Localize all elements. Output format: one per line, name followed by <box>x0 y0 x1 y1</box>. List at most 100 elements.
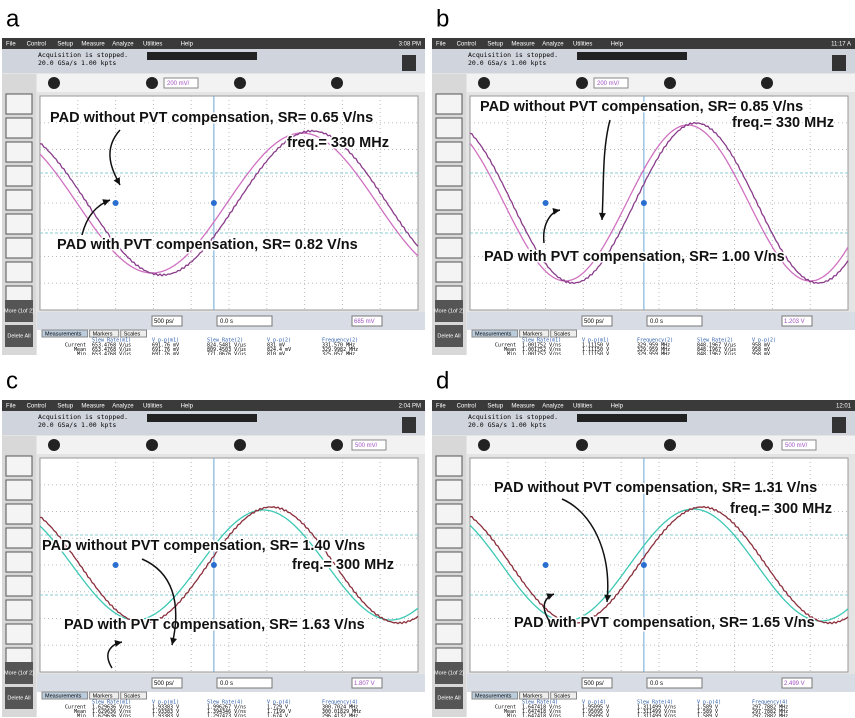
menu-item[interactable]: Measure <box>511 404 535 410</box>
tool-button[interactable] <box>436 576 462 596</box>
channel-button[interactable] <box>331 77 343 89</box>
channel-button[interactable] <box>478 77 490 89</box>
channel-button[interactable] <box>234 439 246 451</box>
menu-item[interactable]: File <box>6 404 16 410</box>
menu-item[interactable]: Utilities <box>573 42 592 48</box>
menu-item[interactable]: Analyze <box>112 42 134 48</box>
channel-button[interactable] <box>576 77 588 89</box>
tool-button[interactable] <box>436 600 462 620</box>
tool-button[interactable] <box>6 504 32 524</box>
cell: 958 mV <box>752 352 770 358</box>
menu-item[interactable]: Analyze <box>112 404 134 410</box>
status-line: 20.0 GSa/s 1.00 kpts <box>468 421 546 429</box>
tool-button[interactable] <box>6 190 32 210</box>
channel-button[interactable] <box>234 77 246 89</box>
tool-button[interactable] <box>436 504 462 524</box>
tool-button[interactable] <box>436 94 462 114</box>
channel-button[interactable] <box>48 439 60 451</box>
tool-button[interactable] <box>436 262 462 282</box>
menu-item[interactable]: File <box>436 404 446 410</box>
tool-button[interactable] <box>436 456 462 476</box>
stop-button[interactable] <box>832 417 846 433</box>
channel-button[interactable] <box>146 439 158 451</box>
tab-label: Measurements <box>475 693 512 699</box>
clock: 11:17 A <box>831 42 851 48</box>
channel-button[interactable] <box>664 77 676 89</box>
tool-button[interactable] <box>6 142 32 162</box>
menu-item[interactable]: Setup <box>487 42 503 48</box>
menu-item[interactable]: Measure <box>81 404 105 410</box>
tool-button[interactable] <box>6 624 32 644</box>
menu-item[interactable]: Help <box>611 42 624 48</box>
cell: 653.4768 V/μs <box>92 352 131 358</box>
stop-button[interactable] <box>402 55 416 71</box>
tool-button[interactable] <box>436 480 462 500</box>
channel-button[interactable] <box>664 439 676 451</box>
annotation-with: PAD with PVT compensation, SR= 1.00 V/ns <box>484 249 785 265</box>
menu-item[interactable]: Utilities <box>143 42 162 48</box>
tool-button[interactable] <box>436 166 462 186</box>
tool-button[interactable] <box>436 624 462 644</box>
tool-button[interactable] <box>436 214 462 234</box>
channel-button[interactable] <box>576 439 588 451</box>
tool-button[interactable] <box>436 238 462 258</box>
menu-item[interactable]: Control <box>457 42 476 48</box>
channel-button[interactable] <box>146 77 158 89</box>
tool-button[interactable] <box>6 262 32 282</box>
menu-item[interactable]: Analyze <box>542 404 564 410</box>
channel-button[interactable] <box>761 439 773 451</box>
channel-button[interactable] <box>48 77 60 89</box>
delay: 0.0 s <box>650 319 663 325</box>
channel-button[interactable] <box>761 77 773 89</box>
menu-item[interactable]: File <box>6 42 16 48</box>
annotation-with: PAD with PVT compensation, SR= 1.63 V/ns <box>64 617 365 633</box>
tool-button[interactable] <box>436 552 462 572</box>
tool-button[interactable] <box>6 552 32 572</box>
annotation-freq: freq.= 300 MHz <box>292 557 394 573</box>
menu-item[interactable]: Help <box>181 42 194 48</box>
menu-item[interactable]: Control <box>27 404 46 410</box>
tool-button[interactable] <box>6 214 32 234</box>
menu-item[interactable]: Help <box>611 404 624 410</box>
clock: 2:04 PM <box>399 404 421 410</box>
menu-item[interactable]: Control <box>27 42 46 48</box>
tool-button[interactable] <box>6 600 32 620</box>
tool-button[interactable] <box>6 238 32 258</box>
run-indicator <box>577 414 687 422</box>
menu-item[interactable]: Measure <box>511 42 535 48</box>
tool-button[interactable] <box>436 142 462 162</box>
marker-point <box>113 562 119 568</box>
panel-label: d <box>436 367 449 394</box>
stop-button[interactable] <box>832 55 846 71</box>
menu-item[interactable]: Setup <box>57 404 73 410</box>
tool-button[interactable] <box>436 528 462 548</box>
timebase: 500 ps/ <box>584 319 604 325</box>
tool-button[interactable] <box>6 576 32 596</box>
tool-button[interactable] <box>6 528 32 548</box>
status-line: Acquisition is stopped. <box>38 413 128 421</box>
status-line: 20.0 GSa/s 1.00 kpts <box>468 59 546 67</box>
tool-button[interactable] <box>436 118 462 138</box>
channel-button[interactable] <box>478 439 490 451</box>
panel: bFileControlSetupMeasureAnalyzeUtilities… <box>432 5 855 362</box>
menu-item[interactable]: Control <box>457 404 476 410</box>
menu-item[interactable]: Measure <box>81 42 105 48</box>
tool-button[interactable] <box>6 94 32 114</box>
tool-button[interactable] <box>6 118 32 138</box>
annotation-without: PAD without PVT compensation, SR= 0.85 V… <box>480 99 803 115</box>
annotation-freq: freq.= 300 MHz <box>730 501 832 517</box>
menu-item[interactable]: Utilities <box>573 404 592 410</box>
menu-item[interactable]: File <box>436 42 446 48</box>
tool-button[interactable] <box>6 166 32 186</box>
tool-button[interactable] <box>6 456 32 476</box>
delete-label: Delete All <box>437 695 460 701</box>
menu-item[interactable]: Setup <box>487 404 503 410</box>
channel-button[interactable] <box>331 439 343 451</box>
menu-item[interactable]: Help <box>181 404 194 410</box>
menu-item[interactable]: Analyze <box>542 42 564 48</box>
menu-item[interactable]: Utilities <box>143 404 162 410</box>
stop-button[interactable] <box>402 417 416 433</box>
menu-item[interactable]: Setup <box>57 42 73 48</box>
tool-button[interactable] <box>436 190 462 210</box>
tool-button[interactable] <box>6 480 32 500</box>
